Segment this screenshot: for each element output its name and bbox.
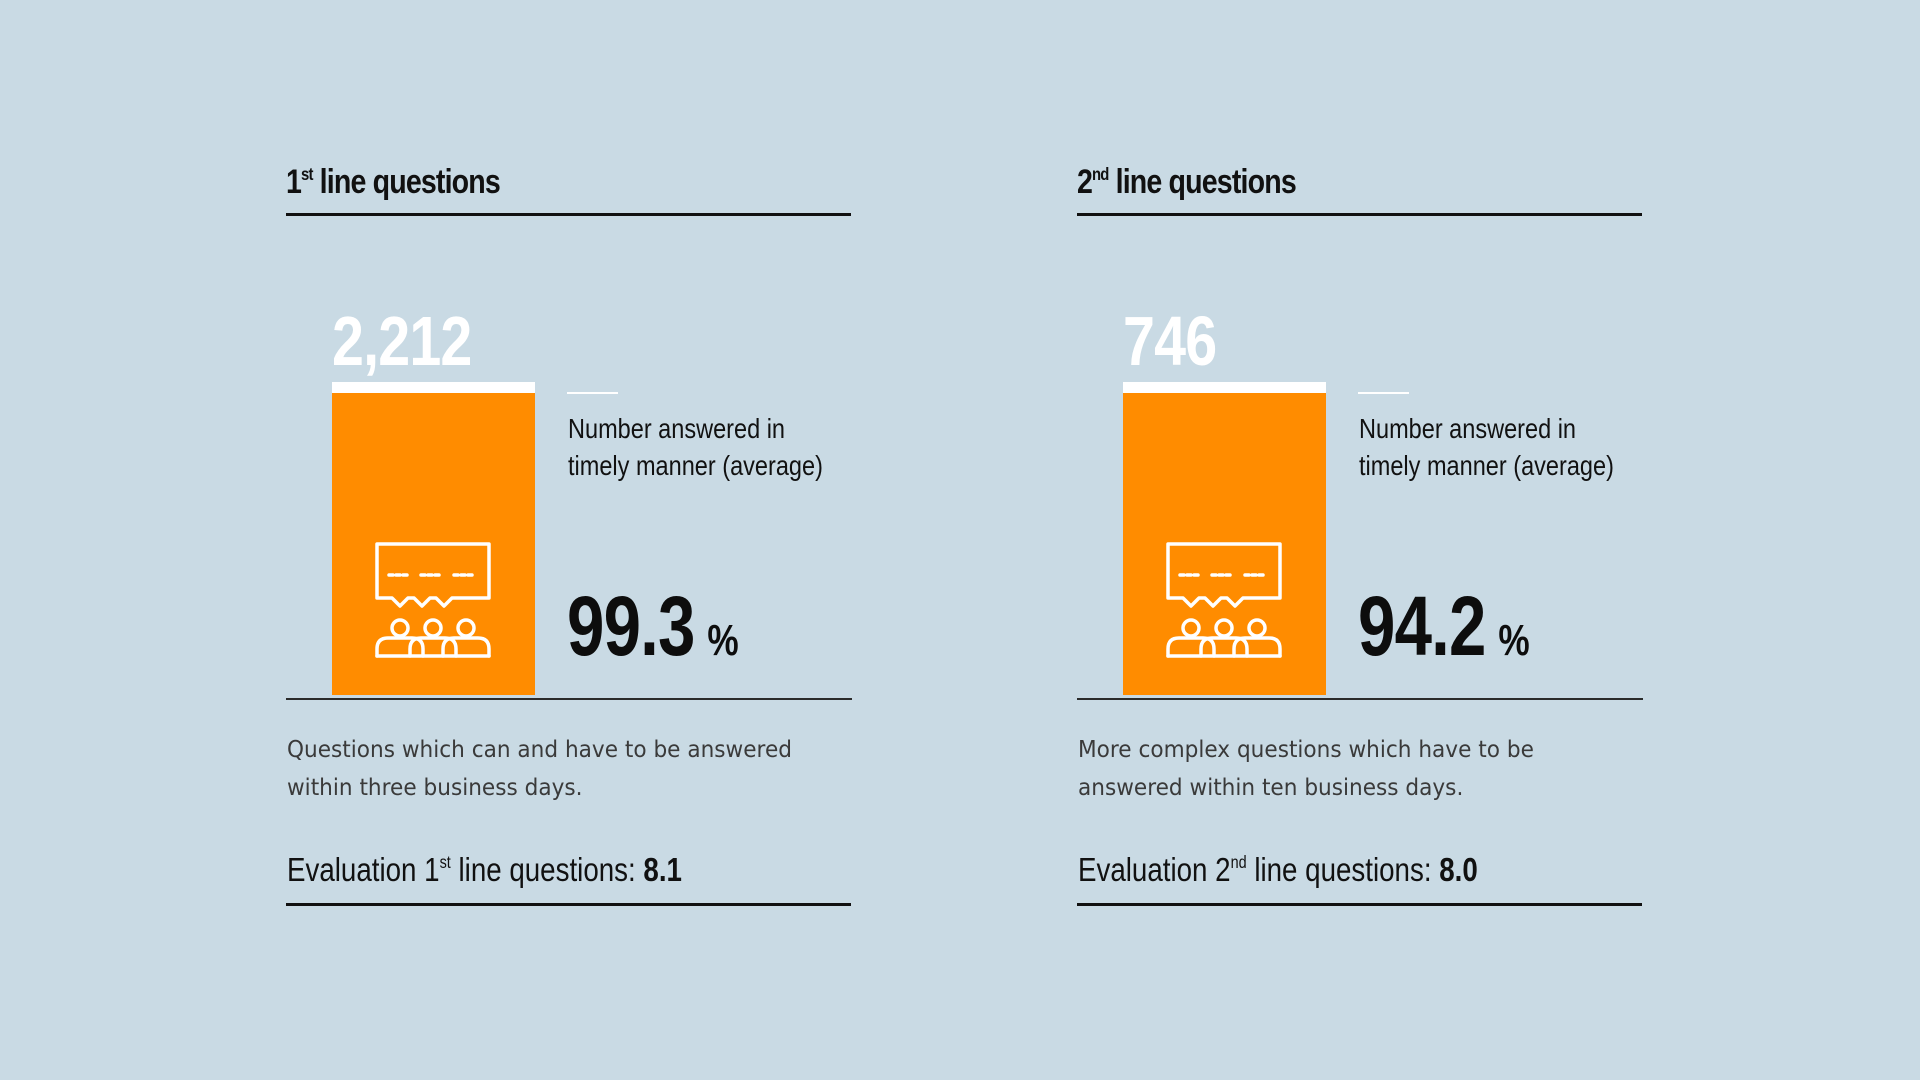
metric-number: 94.2 (1358, 579, 1486, 673)
metric-label: Number answered in timely manner (averag… (568, 413, 823, 481)
evaluation-underline (1077, 903, 1642, 906)
panel-title: 1st line questions (286, 160, 501, 204)
bar-cap (1123, 382, 1326, 393)
metric-value: 99.3% (567, 579, 739, 687)
title-ordinal-suffix: nd (1092, 163, 1109, 184)
title-number: 1 (286, 163, 302, 201)
evaluation-ordinal-suffix: st (439, 852, 451, 873)
metric-unit: % (1498, 616, 1529, 665)
metric-unit: % (707, 616, 738, 665)
bar-value: 746 (1123, 302, 1217, 380)
evaluation-prefix: Evaluation 2 (1078, 851, 1231, 888)
evaluation-line: Evaluation 1st line questions: 8.1 (287, 848, 682, 892)
speech-bubble-group-icon (375, 542, 491, 658)
title-ordinal-suffix: st (301, 163, 313, 184)
baseline-divider (1077, 698, 1643, 700)
metric-label: Number answered in timely manner (averag… (1359, 413, 1614, 481)
title-underline (1077, 213, 1642, 216)
bar-value: 2,212 (332, 302, 472, 380)
speech-bubble-group-icon (1166, 542, 1282, 658)
evaluation-score: 8.0 (1439, 851, 1478, 888)
baseline-divider (286, 698, 852, 700)
title-number: 2 (1077, 163, 1093, 201)
panel-2nd-line-questions: 2nd line questions 746 Number answered i… (1077, 0, 1643, 1080)
orange-bar (1123, 393, 1326, 695)
title-text: line questions (1108, 163, 1297, 201)
evaluation-line: Evaluation 2nd line questions: 8.0 (1078, 848, 1478, 892)
metric-value: 94.2% (1358, 579, 1530, 687)
orange-bar (332, 393, 535, 695)
evaluation-underline (286, 903, 851, 906)
metric-number: 99.3 (567, 579, 695, 673)
panel-title: 2nd line questions (1077, 160, 1297, 204)
description: More complex questions which have to be … (1078, 737, 1534, 801)
title-text: line questions (312, 163, 501, 201)
evaluation-ordinal-suffix: nd (1230, 852, 1247, 873)
evaluation-prefix: Evaluation 1 (287, 851, 440, 888)
evaluation-label: line questions: (450, 851, 644, 888)
evaluation-score: 8.1 (643, 851, 682, 888)
description: Questions which can and have to be answe… (287, 737, 792, 801)
bar-cap (332, 382, 535, 393)
panel-1st-line-questions: 1st line questions 2,212 Number answered… (286, 0, 852, 1080)
label-accent-line (567, 392, 618, 394)
title-underline (286, 213, 851, 216)
evaluation-label: line questions: (1246, 851, 1440, 888)
label-accent-line (1358, 392, 1409, 394)
